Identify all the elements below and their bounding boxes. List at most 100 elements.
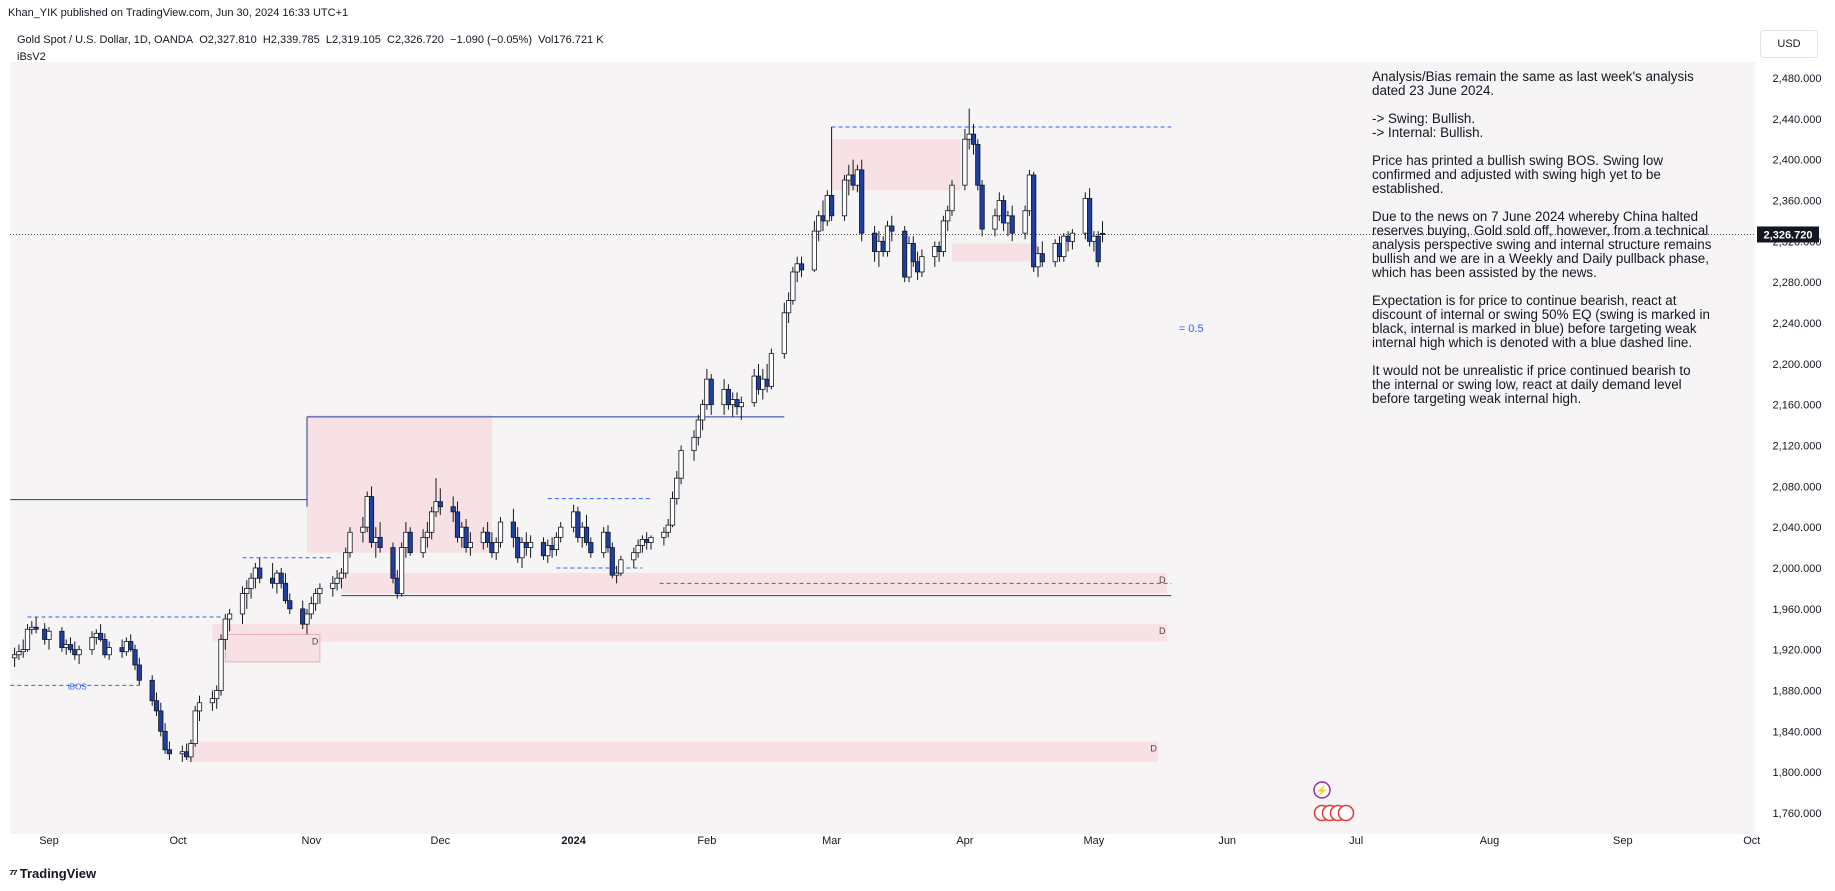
note-paragraph: Expectation is for price to continue bea… [1372, 293, 1710, 350]
candle-body [781, 312, 787, 355]
candle-body [1026, 174, 1032, 212]
candle-body [274, 572, 280, 584]
flag-icon [1337, 804, 1355, 822]
candle [368, 486, 375, 548]
candle-body [829, 194, 835, 217]
candle-body [132, 649, 138, 666]
candle-body [605, 531, 611, 548]
candle [149, 675, 155, 706]
candle [192, 705, 198, 747]
candle-body [1022, 210, 1028, 234]
candle-body [768, 353, 775, 387]
candle [377, 522, 383, 553]
candle [528, 535, 534, 558]
candle-body [424, 531, 431, 538]
candle-body [437, 501, 443, 508]
note-paragraph: Price has printed a bullish swing BOS. S… [1372, 153, 1664, 196]
candle-body [450, 506, 456, 513]
candle [11, 647, 18, 668]
tradingview-logo[interactable]: ⁷⁷ TradingView [9, 866, 96, 881]
candle-body [480, 531, 486, 543]
candle [979, 180, 985, 237]
candle-body [859, 169, 865, 234]
candle [330, 576, 336, 597]
candle [635, 539, 641, 558]
volume-value: Vol176.721 K [538, 34, 604, 46]
candle [467, 532, 474, 556]
candle-body [884, 225, 891, 252]
candle [1069, 229, 1075, 250]
candle-body [1009, 215, 1015, 234]
candle-body [209, 698, 215, 704]
candle [1087, 188, 1093, 247]
candle-body [72, 649, 78, 656]
indicator-name[interactable]: iBsV2 [17, 51, 46, 63]
time-tick-label: Dec [431, 835, 451, 847]
candle [24, 624, 31, 652]
candle-body [992, 215, 998, 230]
candle-body [575, 511, 581, 538]
candle-body [919, 256, 925, 273]
candle-body [123, 641, 129, 653]
candle-body [484, 531, 491, 543]
time-tick-label: 2024 [561, 835, 586, 847]
candle [665, 519, 671, 538]
lightning-icon [1313, 781, 1331, 799]
candle [824, 190, 830, 227]
candle [209, 690, 215, 711]
candle [949, 180, 955, 216]
candle-body [29, 626, 35, 630]
candle [631, 547, 637, 568]
candle-body [11, 654, 18, 659]
candle-body [820, 215, 826, 222]
candle-body [751, 375, 757, 404]
candle [450, 496, 456, 523]
candle-body [945, 210, 951, 222]
currency-button[interactable]: USD [1760, 30, 1818, 58]
candle [136, 657, 142, 686]
candle [188, 739, 194, 762]
candle [678, 445, 684, 485]
candle-body [1065, 235, 1071, 242]
candle [334, 570, 340, 591]
candle-body [338, 572, 345, 579]
candle [609, 542, 615, 579]
candle-body [734, 399, 740, 408]
candle-body [20, 649, 26, 653]
candle-body [153, 700, 160, 712]
candle-body [188, 743, 194, 758]
candle [128, 634, 134, 652]
time-tick-label: Aug [1480, 835, 1500, 847]
candle-body [429, 511, 435, 533]
candle-body [579, 526, 585, 538]
ohlc-open: O2,327.810 [199, 34, 257, 46]
time-tick-label: Feb [697, 835, 716, 847]
candle-body [1052, 242, 1058, 263]
candle [364, 491, 370, 533]
candle [970, 123, 977, 155]
candle-body [269, 577, 276, 584]
candle [20, 639, 26, 658]
time-axis[interactable]: Sep Oct Nov Dec 2024 Feb Mar Apr May Jun Jul Aug Sep… [39, 835, 1760, 847]
candle [424, 522, 431, 548]
candle-body [932, 246, 938, 258]
candle-body [252, 567, 258, 579]
candle-body [872, 232, 878, 252]
candle-body [648, 536, 654, 543]
candle-body [33, 626, 39, 630]
candle-body [497, 521, 504, 543]
candle [407, 527, 413, 556]
candle [153, 692, 160, 717]
candle-body [644, 539, 650, 543]
candle-body [695, 419, 701, 438]
time-tick-label: Mar [822, 835, 841, 847]
candle [781, 302, 787, 359]
candle [519, 537, 525, 568]
candle-body [962, 138, 968, 186]
candle-body [549, 545, 555, 551]
candle-body [136, 664, 142, 681]
price-axis[interactable]: 1,760.000 1,800.000 1,840.000 1,880.000 1,92… [1757, 73, 1821, 820]
candle-body [334, 577, 340, 584]
candle-body [661, 531, 667, 538]
